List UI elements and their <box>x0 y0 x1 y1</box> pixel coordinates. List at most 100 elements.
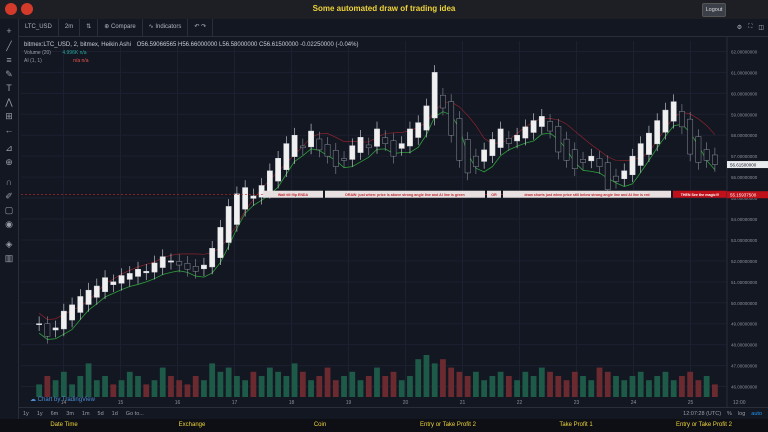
volume-bar <box>547 371 553 397</box>
candle-body <box>184 263 191 270</box>
price-tick-label: 57.00000000 <box>731 154 758 159</box>
volume-bar <box>135 376 141 397</box>
time-tick-label: 23 <box>574 400 580 406</box>
volume-bar <box>530 376 537 397</box>
range-4[interactable]: 3m <box>66 411 74 417</box>
legend-symbol: bitmex:LTC_USD, 2, bitmex, Heikin Ashi <box>24 42 131 48</box>
pencil-lock-icon[interactable]: ✐ <box>5 191 13 201</box>
hline-price-label: 55.15937500 <box>730 193 757 198</box>
camera-icon[interactable]: ◫ <box>758 25 764 31</box>
interval-select[interactable]: 2m <box>59 19 81 36</box>
utc-time[interactable]: 12:07:28 (UTC) <box>683 411 722 417</box>
ruler-icon[interactable]: ⊿ <box>5 143 13 153</box>
candle-body <box>637 143 644 166</box>
brush-icon[interactable]: ✎ <box>5 69 13 79</box>
volume-bar <box>382 376 389 397</box>
volume-bar <box>563 380 570 397</box>
annotation-label: draw shorts just when price still below … <box>524 193 649 197</box>
price-tick-label: 58.00000000 <box>731 133 758 138</box>
candle-body <box>604 162 611 190</box>
candle-body <box>291 134 298 157</box>
time-tick-label: 22 <box>517 400 523 406</box>
candle-body <box>299 145 306 149</box>
percent-toggle[interactable]: % <box>727 411 732 417</box>
price-tick-label: 47.00000000 <box>731 364 758 369</box>
price-chart[interactable]: Wait till flip ENDA DRAW: just when: pric… <box>19 37 768 407</box>
log-toggle[interactable]: log <box>737 411 746 417</box>
volume-bar <box>192 376 199 397</box>
volume-bar <box>201 380 207 397</box>
annotation-label-bg <box>325 190 485 198</box>
volume-bar <box>695 380 702 397</box>
text-icon[interactable]: T <box>6 83 12 93</box>
legend-ai[interactable]: AI (1, 1) <box>24 58 42 64</box>
volume-bar <box>431 363 438 397</box>
page-title: Some automated draw of trading idea <box>312 4 456 13</box>
eye-icon[interactable]: ◉ <box>5 219 13 229</box>
candle-body <box>481 149 488 162</box>
crosshair-icon[interactable]: + <box>6 26 12 36</box>
volume-bar <box>505 376 512 397</box>
range-5[interactable]: 1m <box>81 411 90 417</box>
goto-date[interactable]: Go to... <box>125 411 144 417</box>
measure-icon[interactable]: ⊞ <box>5 111 13 121</box>
symbol-search[interactable]: LTC_USD <box>19 19 59 36</box>
volume-bar <box>341 376 347 397</box>
range-3[interactable]: 6m <box>50 411 59 417</box>
fullscreen-icon[interactable]: ⛶ <box>748 24 753 30</box>
layers-icon[interactable]: ◈ <box>5 239 13 249</box>
candle-body <box>456 118 463 161</box>
volume-bar <box>629 376 636 397</box>
indicators-icon: ∿ <box>148 24 156 30</box>
volume-bar <box>489 376 496 397</box>
indicators-button[interactable]: ∿ Indicators <box>143 19 189 36</box>
undo-icon: ↶ ↷ <box>194 24 207 30</box>
drawing-toolbar: + ╱ ≡ ✎ T ⋀ ⊞ ← ⊿ ⊕ ∩ ✐ ▢ ◉ ◈ ▥ <box>0 19 19 419</box>
back-arrow-icon[interactable]: ← <box>4 125 14 135</box>
range-1[interactable]: 1y <box>23 411 29 417</box>
volume-bar <box>473 371 479 397</box>
volume-bar <box>316 376 323 397</box>
volume-bar <box>398 380 405 397</box>
lock-icon[interactable]: ▢ <box>4 205 14 215</box>
volume-bar <box>258 376 265 397</box>
trash-icon[interactable]: ▥ <box>4 253 14 263</box>
legend-volume[interactable]: Volume (20) <box>24 50 51 56</box>
volume-bar <box>225 367 232 397</box>
volume-bar <box>349 371 356 397</box>
price-tick-label: 48.00000000 <box>731 343 758 348</box>
time-axis: 14 15 16 17 18 19 20 21 22 23 24 25 12:00 <box>61 400 746 406</box>
settings-icon[interactable]: ⚙ <box>736 25 743 31</box>
candle-body <box>703 149 710 161</box>
volume-bar <box>596 367 603 397</box>
chart-style-button[interactable]: ⇅ <box>80 19 99 36</box>
magnet-icon[interactable]: ∩ <box>5 177 13 187</box>
volume-bar <box>703 376 710 397</box>
candle-body <box>382 137 389 144</box>
volume-bar <box>168 376 174 397</box>
undo-redo[interactable]: ↶ ↷ <box>188 19 214 36</box>
volume-bar <box>266 367 273 397</box>
trendline-icon[interactable]: ╱ <box>6 41 12 51</box>
volume-bar <box>159 367 166 397</box>
auto-toggle[interactable]: auto <box>751 411 762 417</box>
compare-button[interactable]: ⊕ Compare <box>98 19 143 36</box>
fib-icon[interactable]: ≡ <box>6 55 12 65</box>
candle-body <box>93 285 100 298</box>
tradingview-watermark[interactable]: ☁ Chart by TradingView <box>30 396 95 403</box>
pattern-icon[interactable]: ⋀ <box>5 97 13 107</box>
candle-body <box>234 193 240 225</box>
candle-body <box>522 126 529 139</box>
logout-button[interactable]: Logout <box>702 3 726 17</box>
range-6[interactable]: 5d <box>97 411 104 417</box>
volume-bars <box>36 355 718 397</box>
zoom-icon[interactable]: ⊕ <box>5 157 13 167</box>
volume-bar <box>555 376 562 397</box>
candle-body <box>283 143 290 170</box>
range-2[interactable]: 1y <box>36 411 43 417</box>
range-7[interactable]: 1d <box>111 411 118 417</box>
volume-bar <box>604 371 611 397</box>
volume-bar <box>234 376 240 397</box>
candle-body <box>679 111 685 128</box>
candle-body <box>390 140 397 157</box>
